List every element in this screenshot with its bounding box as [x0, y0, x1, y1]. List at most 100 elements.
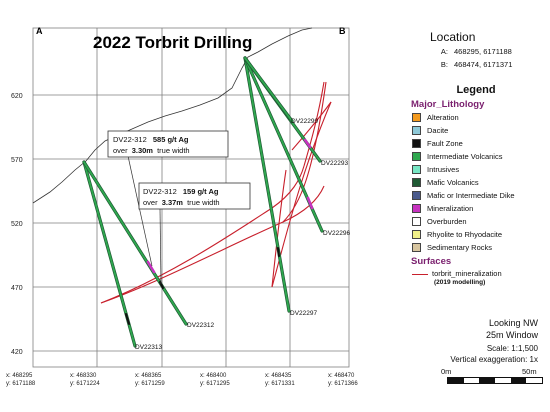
legend-item: Intermediate Volcanics: [412, 152, 502, 162]
legend-item: Mineralization: [412, 204, 473, 214]
surface-label: torbrit_mineralization: [432, 269, 502, 278]
callout-width: 3.37m: [162, 198, 184, 207]
northing-tick-label: y: 6171188: [6, 381, 36, 387]
mineralization-surface: [100, 185, 325, 304]
topography-line: [32, 27, 313, 204]
callout-over: over: [143, 198, 158, 207]
mineralization-surface: [271, 169, 287, 288]
location-key: B:: [440, 60, 448, 69]
cross-section: 620 570 520 470 420 x: 468295 y: 6171188…: [6, 26, 358, 387]
drill-holes: [82, 56, 324, 348]
drill-hole-dv22-297: [243, 56, 291, 313]
elevation-tick-label: 620: [11, 93, 23, 100]
legend-swatch: [412, 113, 421, 122]
legend-swatch: [412, 230, 421, 239]
location-key: A:: [440, 47, 448, 56]
svg-text:DV22-312 159 g/t Ag: DV22-312 159 g/t Ag: [143, 187, 219, 196]
legend-swatch: [412, 152, 421, 161]
callout-suffix: true width: [157, 146, 190, 155]
easting-tick-label: x: 468400: [200, 373, 227, 379]
location-value: 468474, 6171371: [454, 60, 513, 69]
mineralization-surface: [291, 101, 332, 151]
easting-tick-label: x: 468295: [6, 373, 33, 379]
section-end-b: B: [339, 26, 346, 36]
easting-tick-label: x: 468435: [265, 373, 292, 379]
location-value: 468295, 6171188: [454, 47, 512, 56]
elevation-tick-label: 470: [11, 285, 23, 292]
legend-label: Mafic or Intermediate Dike: [427, 191, 515, 200]
svg-text:over 3.30m true wi: over 3.30m true width: [113, 146, 190, 155]
location-row-b: B: 468474, 6171371: [430, 60, 513, 69]
legend-item: Dacite: [412, 126, 448, 136]
surface-note: (2019 modelling): [434, 279, 486, 286]
mineralization-surface: [303, 81, 325, 167]
hole-label: DV22296: [323, 230, 350, 237]
view-direction: Looking NW: [488, 318, 538, 328]
hole-label: DV22299: [291, 118, 318, 125]
legend-item: Intrusives: [412, 165, 459, 175]
section-end-a: A: [36, 26, 43, 36]
mineralization-surface: [100, 165, 305, 304]
drill-hole-dv22-299: [243, 56, 294, 123]
callout-width: 3.30m: [132, 146, 154, 155]
mineralization-surfaces: [100, 81, 332, 304]
legend-label: Sedimentary Rocks: [427, 243, 493, 252]
surface-legend-item: torbrit_mineralization: [412, 269, 502, 278]
easting-tick-label: x: 468470: [328, 373, 355, 379]
vertical-exaggeration: Vertical exaggeration: 1x: [450, 355, 538, 364]
legend-swatch: [412, 204, 421, 213]
legend-label: Mafic Volcanics: [427, 178, 479, 187]
legend-title: Legend: [456, 84, 496, 96]
legend-swatch: [412, 217, 421, 226]
elevation-tick-label: 520: [11, 221, 23, 228]
scale-bar-end: 50m: [522, 367, 537, 376]
grade-callout: DV22-312 585 g/t Ag over 3.30m true widt…: [107, 130, 229, 267]
legend-label: Dacite: [427, 126, 449, 135]
northing-tick-label: y: 6171259: [135, 381, 165, 387]
legend-item: Sedimentary Rocks: [412, 243, 492, 253]
legend-item: Alteration: [412, 113, 459, 123]
callout-over: over: [113, 146, 128, 155]
callout-hole: DV22-312: [143, 187, 177, 196]
hole-label: DV22313: [135, 344, 162, 351]
legend-item: Overburden: [412, 217, 467, 227]
legend-label: Intermediate Volcanics: [427, 152, 503, 161]
map-frame: [32, 27, 350, 368]
northing-tick-label: y: 6171331: [265, 381, 295, 387]
legend-label: Overburden: [427, 217, 467, 226]
hole-label: DV22312: [187, 322, 214, 329]
location-row-a: A: 468295, 6171188: [430, 47, 512, 56]
legend-swatch: [412, 243, 421, 252]
easting-tick-label: x: 468330: [70, 373, 97, 379]
mineralization-surface: [271, 101, 332, 288]
svg-text:over 3.37m true wi: over 3.37m true width: [143, 198, 220, 207]
callout-hole: DV22-312: [113, 135, 147, 144]
map-title: 2022 Torbrit Drilling: [93, 33, 252, 52]
legend-item: Mafic Volcanics: [412, 178, 479, 188]
legend-item: Rhyolite to Rhyodacite: [412, 230, 502, 240]
northing-tick-label: y: 6171224: [70, 381, 100, 387]
easting-tick-label: x: 468365: [135, 373, 162, 379]
legend-label: Fault Zone: [427, 139, 463, 148]
scale-bar-start: 0m: [441, 367, 452, 376]
legend-swatch: [412, 126, 421, 135]
legend-item: Mafic or Intermediate Dike: [412, 191, 515, 201]
map-scale: Scale: 1:1,500: [486, 344, 538, 353]
svg-text:DV22-312 585 g/t Ag: DV22-312 585 g/t Ag: [113, 135, 189, 144]
callout-grade: 159 g/t Ag: [183, 187, 219, 196]
northing-tick-label: y: 6171295: [200, 381, 230, 387]
callout-suffix: true width: [187, 198, 220, 207]
legend-swatch: [412, 191, 421, 200]
drill-hole-dv22-312: [82, 160, 188, 326]
callout-grade: 585 g/t Ag: [153, 135, 189, 144]
lithology-title: Major_Lithology: [411, 99, 485, 110]
surfaces-title: Surfaces: [411, 256, 452, 267]
legend-label: Mineralization: [427, 204, 474, 213]
location-title: Location: [430, 30, 476, 44]
northing-tick-label: y: 6171366: [328, 381, 358, 387]
hole-label: DV22293: [321, 160, 348, 167]
legend-item: Fault Zone: [412, 139, 463, 149]
drill-hole-dv22-296: [243, 56, 324, 233]
legend-label: Rhyolite to Rhyodacite: [427, 230, 503, 239]
legend-panel: Location A: 468295, 6171188 B: 468474, 617…: [402, 0, 550, 412]
